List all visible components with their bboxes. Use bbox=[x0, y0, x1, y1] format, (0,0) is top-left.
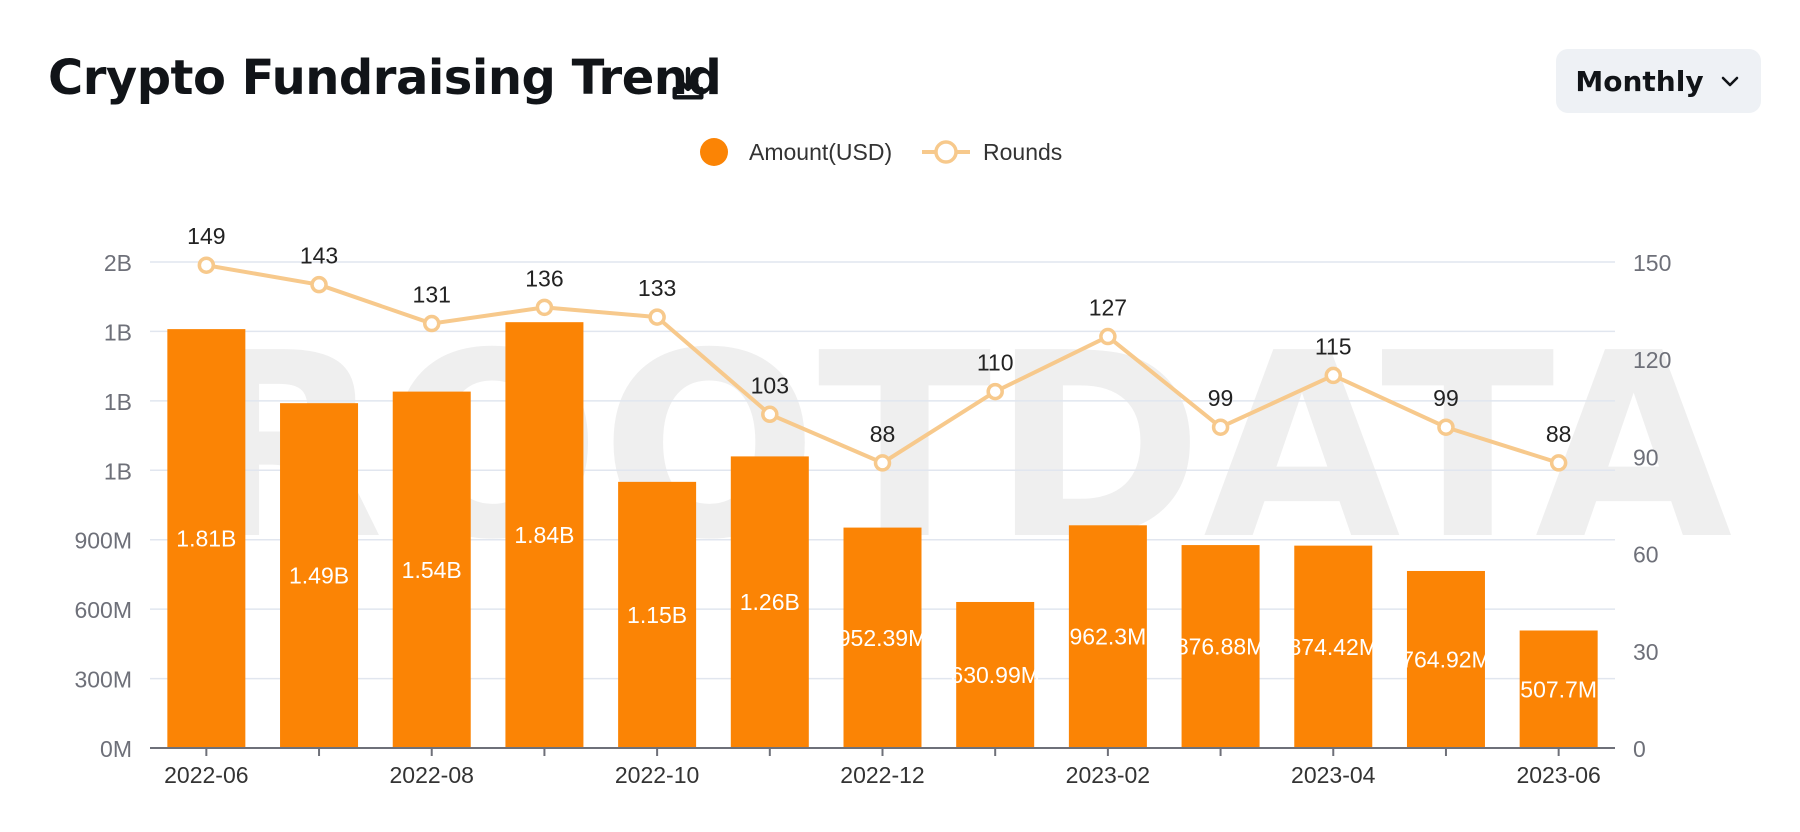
y-right-tick-label: 90 bbox=[1633, 444, 1659, 470]
bar[interactable] bbox=[280, 403, 359, 748]
x-tick-label: 2023-06 bbox=[1516, 762, 1600, 788]
rounds-point[interactable] bbox=[1437, 418, 1455, 436]
legend-rounds-label[interactable]: Rounds bbox=[983, 139, 1062, 165]
bar[interactable] bbox=[1068, 525, 1147, 748]
y-left-tick-label: 1B bbox=[104, 458, 132, 484]
y-left-tick-label: 900M bbox=[74, 528, 132, 554]
y-left-tick-label: 600M bbox=[74, 597, 132, 623]
rounds-point[interactable] bbox=[986, 382, 1004, 401]
rounds-value-label: 131 bbox=[413, 282, 451, 308]
y-right-tick-label: 150 bbox=[1633, 250, 1671, 276]
bar[interactable] bbox=[1519, 630, 1598, 748]
rounds-value-label: 103 bbox=[751, 372, 789, 398]
y-left-tick-label: 300M bbox=[74, 667, 132, 693]
bar-value-label: 1.26B bbox=[740, 589, 800, 615]
x-tick-label: 2022-10 bbox=[615, 762, 699, 788]
rounds-value-label: 88 bbox=[870, 421, 896, 447]
y-right-tick-label: 60 bbox=[1633, 542, 1659, 568]
bar-value-label: 952.39M bbox=[838, 625, 928, 651]
rounds-value-label: 88 bbox=[1546, 421, 1572, 447]
y-left-tick-label: 2B bbox=[104, 250, 132, 276]
rounds-value-label: 136 bbox=[525, 265, 563, 291]
rounds-point[interactable] bbox=[197, 256, 216, 274]
y-left-tick-label: 1B bbox=[104, 319, 132, 345]
rounds-point[interactable] bbox=[1324, 366, 1343, 385]
bar-value-label: 630.99M bbox=[950, 662, 1040, 688]
rounds-point[interactable] bbox=[422, 314, 441, 333]
rounds-point[interactable] bbox=[1211, 418, 1230, 436]
bar[interactable] bbox=[843, 527, 922, 748]
rounds-value-label: 110 bbox=[977, 350, 1014, 376]
bar[interactable] bbox=[730, 456, 809, 748]
rounds-value-label: 127 bbox=[1089, 295, 1127, 321]
page-title: Crypto Fundraising Trend bbox=[48, 50, 722, 106]
x-tick-label: 2022-12 bbox=[840, 762, 924, 788]
bar[interactable] bbox=[505, 322, 584, 748]
rounds-point[interactable] bbox=[873, 454, 892, 472]
bar-value-label: 874.42M bbox=[1289, 634, 1379, 660]
bar-value-label: 1.54B bbox=[402, 557, 462, 583]
legend-amount-label[interactable]: Amount(USD) bbox=[749, 139, 892, 165]
chevron-down-icon bbox=[1721, 76, 1738, 87]
bar-value-label: 1.81B bbox=[176, 526, 236, 552]
y-right-tick-label: 30 bbox=[1633, 639, 1659, 665]
download-icon[interactable] bbox=[668, 64, 708, 104]
bar[interactable] bbox=[1406, 570, 1485, 748]
x-tick-label: 2022-08 bbox=[390, 762, 474, 788]
rounds-point[interactable] bbox=[535, 298, 554, 317]
bar-value-label: 507.7M bbox=[1520, 676, 1597, 702]
y-right-tick-label: 120 bbox=[1633, 347, 1671, 373]
x-tick-label: 2023-02 bbox=[1066, 762, 1150, 788]
bar[interactable] bbox=[167, 329, 246, 748]
bar-value-label: 1.49B bbox=[289, 563, 349, 589]
rounds-value-label: 133 bbox=[638, 275, 676, 301]
rounds-point[interactable] bbox=[761, 405, 779, 424]
y-left-tick-label: 1B bbox=[104, 389, 132, 415]
period-select[interactable]: Monthly bbox=[1556, 49, 1761, 113]
bar[interactable] bbox=[956, 601, 1035, 748]
legend-rounds-marker[interactable] bbox=[934, 140, 958, 164]
bar-value-label: 1.84B bbox=[514, 522, 574, 548]
bar[interactable] bbox=[1181, 545, 1260, 748]
bar-value-label: 962.3M bbox=[1070, 624, 1147, 650]
legend-amount-marker[interactable] bbox=[700, 138, 728, 166]
rounds-value-label: 99 bbox=[1208, 385, 1234, 411]
x-tick-label: 2022-06 bbox=[164, 762, 248, 788]
bar[interactable] bbox=[392, 391, 471, 748]
x-tick-label: 2023-04 bbox=[1291, 762, 1376, 788]
rounds-point[interactable] bbox=[648, 308, 666, 326]
rounds-value-label: 143 bbox=[300, 243, 338, 269]
bar-value-label: 764.92M bbox=[1401, 646, 1491, 672]
bar-value-label: 1.15B bbox=[627, 602, 687, 628]
rounds-value-label: 115 bbox=[1315, 333, 1352, 359]
rounds-value-label: 149 bbox=[187, 223, 225, 249]
y-right-tick-label: 0 bbox=[1633, 736, 1646, 762]
y-left-tick-label: 0M bbox=[100, 736, 132, 762]
bar-value-label: 876.88M bbox=[1176, 634, 1266, 660]
bar[interactable] bbox=[1294, 545, 1373, 748]
rounds-value-label: 99 bbox=[1433, 385, 1459, 411]
rounds-point[interactable] bbox=[310, 275, 328, 294]
bar[interactable] bbox=[618, 481, 697, 748]
rounds-point[interactable] bbox=[1099, 327, 1117, 346]
period-select-label: Monthly bbox=[1575, 64, 1704, 98]
rounds-point[interactable] bbox=[1549, 454, 1568, 472]
